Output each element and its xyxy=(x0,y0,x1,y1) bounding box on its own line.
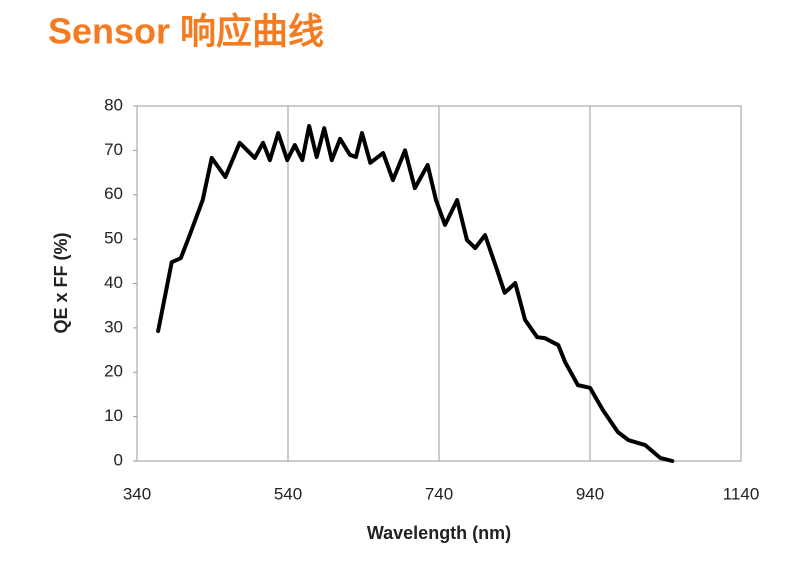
data-line xyxy=(156,123,675,463)
x-tick-label: 1140 xyxy=(723,484,760,503)
y-tick-label: 50 xyxy=(104,229,123,248)
y-tick-label: 30 xyxy=(104,317,123,336)
chart-title: Sensor 响应曲线 xyxy=(48,11,324,52)
x-tick-label: 740 xyxy=(425,484,453,503)
x-tick-label: 940 xyxy=(576,484,604,503)
x-tick-label: 540 xyxy=(274,484,302,503)
y-tick-label: 10 xyxy=(104,406,123,425)
x-axis-label: Wavelength (nm) xyxy=(367,523,511,543)
y-tick-label: 70 xyxy=(104,140,123,159)
y-axis-label: QE x FF (%) xyxy=(51,232,71,333)
x-tick-label: 340 xyxy=(123,484,151,503)
y-tick-label: 0 xyxy=(114,450,123,469)
y-tick-label: 20 xyxy=(104,362,123,381)
y-tick-label: 40 xyxy=(104,273,123,292)
y-tick-label: 60 xyxy=(104,184,123,203)
y-tick-label: 80 xyxy=(104,95,123,114)
